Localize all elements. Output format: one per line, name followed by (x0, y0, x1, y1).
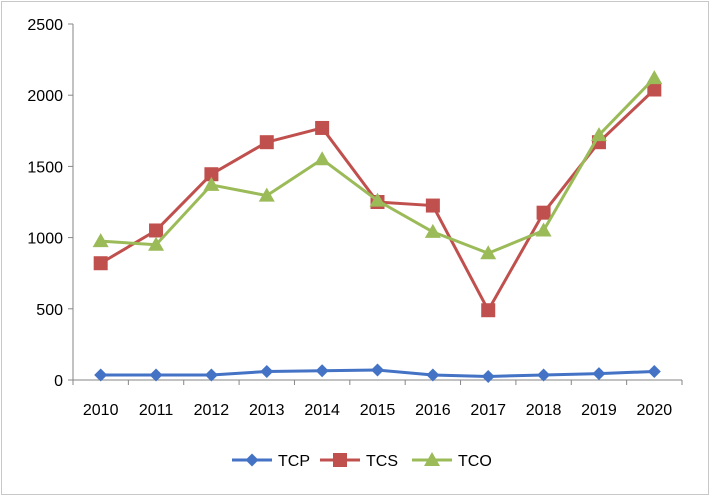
data-point-tcs (425, 198, 440, 213)
data-point-tcs (204, 167, 219, 182)
data-point-tcs (149, 223, 164, 238)
y-tick-label: 0 (54, 373, 63, 390)
data-point-tco (92, 233, 109, 248)
x-tick-label: 2013 (249, 402, 285, 419)
legend-marker-tcp (245, 453, 259, 467)
legend-label-tco: TCO (458, 453, 492, 470)
data-point-tcs (536, 205, 551, 220)
y-tick-label: 1000 (27, 231, 63, 248)
x-tick-label: 2016 (415, 402, 451, 419)
x-tick-label: 2011 (139, 402, 174, 419)
axes: 0 500 1000 1500 2000 2500 2010 2011 2012 2013 2014… (27, 17, 683, 419)
x-tick-label: 2015 (360, 402, 396, 419)
data-point-tco (314, 151, 331, 166)
x-tick-label: 2020 (637, 402, 673, 419)
series-tcp (94, 363, 661, 383)
x-tick-label: 2012 (194, 402, 230, 419)
series-layer (92, 70, 663, 383)
data-point-tcp (204, 368, 218, 382)
data-point-tco (203, 176, 220, 191)
data-point-tcp (647, 364, 661, 378)
series-tco (92, 70, 663, 260)
x-tick-label: 2018 (526, 402, 562, 419)
data-point-tco (535, 222, 552, 237)
legend-item-tcs: TCS (320, 453, 398, 470)
y-tick-label: 2500 (27, 17, 63, 34)
data-point-tcp (149, 368, 163, 382)
data-point-tco (369, 192, 386, 207)
legend-marker-tco (424, 452, 440, 466)
data-point-tco (424, 223, 441, 238)
data-point-tco (480, 245, 497, 260)
data-point-tcs (93, 256, 108, 271)
data-point-tcp (315, 364, 329, 378)
y-tick-label: 1500 (27, 159, 63, 176)
y-tick-label: 500 (36, 302, 63, 319)
data-point-tco (148, 236, 165, 251)
data-point-tcs (259, 135, 274, 150)
data-point-tcs (481, 303, 496, 318)
data-point-tco (590, 127, 607, 142)
y-tick-label: 2000 (27, 88, 63, 105)
x-tick-label: 2019 (581, 402, 617, 419)
data-point-tcp (260, 364, 274, 378)
data-point-tcp (371, 363, 384, 377)
data-point-tcp (537, 368, 551, 382)
data-point-tcp (592, 367, 606, 381)
legend-item-tcp: TCP (232, 453, 310, 470)
x-tick-label: 2010 (83, 402, 119, 419)
x-tick-label: 2014 (304, 402, 340, 419)
data-point-tcp (94, 368, 108, 382)
legend-item-tco: TCO (412, 452, 492, 470)
legend-label-tcs: TCS (366, 453, 398, 470)
data-point-tco (646, 70, 663, 85)
data-point-tcp (481, 369, 495, 383)
data-point-tcs (315, 120, 330, 135)
data-point-tcs (647, 82, 662, 97)
legend: TCP TCS TCO (232, 452, 492, 470)
data-point-tcp (426, 368, 440, 382)
legend-label-tcp: TCP (278, 453, 310, 470)
x-tick-label: 2017 (470, 402, 506, 419)
data-point-tco (258, 187, 275, 202)
legend-marker-tcs (333, 453, 347, 467)
